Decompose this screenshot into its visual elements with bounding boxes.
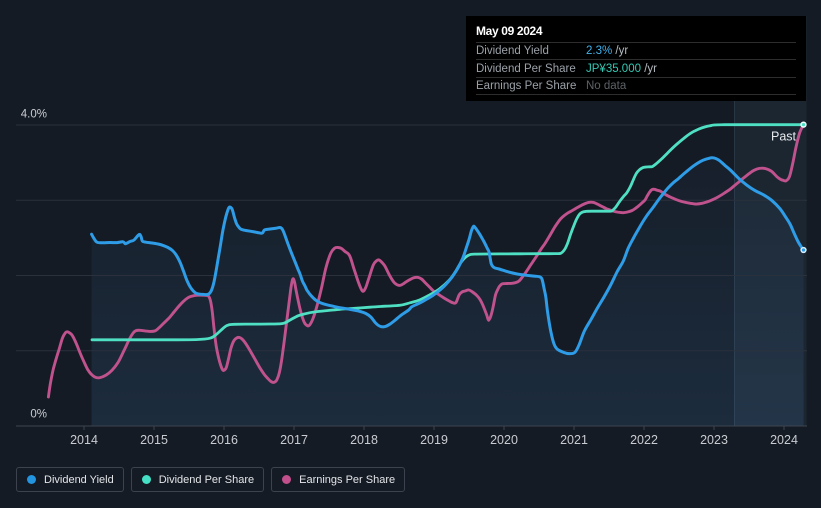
- svg-text:2019: 2019: [420, 433, 448, 447]
- svg-text:2015: 2015: [140, 433, 168, 447]
- svg-text:2024: 2024: [770, 433, 798, 447]
- svg-text:2016: 2016: [210, 433, 238, 447]
- svg-text:2020: 2020: [490, 433, 518, 447]
- svg-text:2021: 2021: [560, 433, 588, 447]
- svg-text:Past: Past: [771, 130, 797, 144]
- svg-text:2014: 2014: [70, 433, 98, 447]
- svg-text:2022: 2022: [630, 433, 658, 447]
- svg-text:4.0%: 4.0%: [21, 109, 47, 121]
- svg-text:2018: 2018: [350, 433, 378, 447]
- svg-text:2017: 2017: [280, 433, 308, 447]
- svg-text:0%: 0%: [30, 409, 47, 421]
- svg-text:2023: 2023: [700, 433, 728, 447]
